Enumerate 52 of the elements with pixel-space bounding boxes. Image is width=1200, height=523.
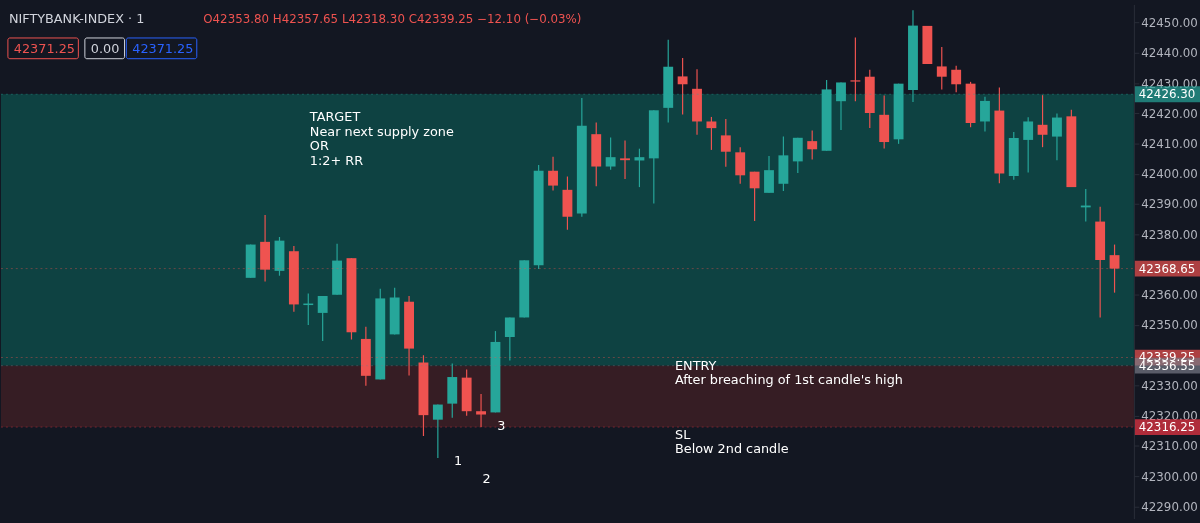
candlestick [936, 46, 947, 90]
candlestick [836, 81, 846, 131]
ref-line-label: 42426.30 [1138, 87, 1196, 102]
candlestick [951, 65, 962, 93]
y-tick-label: 42300.00 [1141, 469, 1198, 484]
annotation: 3 [497, 417, 506, 433]
candlestick [504, 316, 515, 361]
candlestick [634, 148, 645, 188]
candlestick [1023, 116, 1034, 174]
candlestick [980, 96, 990, 133]
annotation: SL Below 2nd candle [675, 426, 789, 457]
candlestick [706, 116, 717, 151]
ref-line-label: 42368.65 [1138, 261, 1196, 276]
candlestick [605, 136, 616, 171]
candlestick [1037, 94, 1048, 148]
y-tick-label: 42360.00 [1141, 288, 1198, 303]
text: 42371.25 [132, 40, 194, 56]
candlestick [432, 403, 443, 459]
y-tick-label: 42310.00 [1141, 439, 1198, 454]
candlestick [850, 36, 861, 102]
y-tick-label: 42440.00 [1141, 46, 1198, 61]
y-tick-label: 42380.00 [1141, 227, 1198, 242]
y-tick-label: 42390.00 [1141, 197, 1198, 212]
annotation: TARGET Near next supply zone OR 1:2+ RR [308, 108, 454, 169]
y-tick-label: 42350.00 [1141, 318, 1198, 333]
annotation: 2 [482, 471, 491, 487]
candlestick [807, 129, 818, 161]
y-tick-label: 42450.00 [1141, 16, 1198, 31]
candlestick [548, 156, 558, 192]
y-tick-label: 42400.00 [1141, 167, 1198, 182]
text: NIFTYBANK-INDEX · 1 [8, 11, 145, 27]
candlestick [792, 137, 803, 174]
candlestick [1109, 243, 1120, 294]
y-tick-label: 42410.00 [1141, 136, 1198, 151]
text: 0.00 [90, 40, 120, 56]
candlestick [720, 118, 731, 168]
candlestick [620, 139, 630, 180]
annotation: ENTRY After breaching of 1st candle's high [675, 357, 903, 388]
candlestick [764, 155, 774, 194]
y-tick-label: 42290.00 [1141, 499, 1198, 514]
annotation: 1 [453, 453, 463, 469]
y-tick-label: 42420.00 [1141, 106, 1198, 121]
candlestick [735, 146, 746, 185]
text: O42353.80 H42357.65 L42318.30 C42339.25 −12.10 (−0.03%) [203, 12, 582, 27]
candlestick [317, 295, 328, 342]
candlestick [677, 57, 688, 116]
ref-line-label: 42316.25 [1138, 420, 1196, 435]
text: 42371.25 [13, 40, 75, 56]
candlestick [1052, 113, 1062, 161]
candlestick [476, 393, 486, 428]
y-tick-label: 42330.00 [1141, 378, 1198, 393]
candlestick [749, 171, 760, 222]
